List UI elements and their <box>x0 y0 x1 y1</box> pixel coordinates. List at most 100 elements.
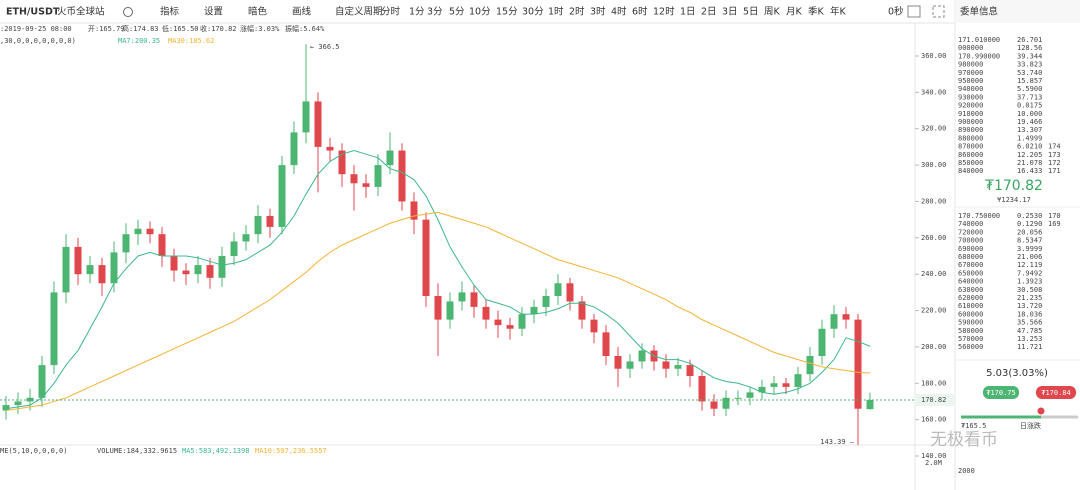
order-cell: 640000 <box>958 278 983 286</box>
icon[interactable] <box>123 7 133 17</box>
candle-body <box>230 241 238 256</box>
order-cell: 860000 <box>958 151 983 159</box>
exchange[interactable]: 火币全球站 <box>57 6 105 18</box>
info-high: 高:174.83 <box>122 24 159 33</box>
order-cell: 37.713 <box>1017 93 1042 101</box>
period[interactable]: 3日 <box>722 7 738 18</box>
order-cell: 0.2530 <box>1017 212 1042 220</box>
order-cell: 35.566 <box>1017 319 1042 327</box>
period[interactable]: 2时 <box>569 6 585 18</box>
order-cell: 1.4999 <box>1017 134 1042 142</box>
candle-body <box>458 292 466 302</box>
period[interactable]: 1日 <box>680 7 696 18</box>
candle-body <box>494 319 502 326</box>
order-cell: 930000 <box>958 93 983 101</box>
order-cell: 590000 <box>958 319 983 327</box>
last-price-tag <box>916 393 954 406</box>
volume-value: VOLUME:184,332.9615 <box>97 447 177 455</box>
candle-body <box>578 301 586 320</box>
period[interactable]: 30分 <box>522 7 544 18</box>
order-cell: 920000 <box>958 102 983 110</box>
candle-body <box>590 319 598 333</box>
candle-body <box>326 146 334 151</box>
day-low: ₮165.5 <box>961 422 986 430</box>
candle-body <box>470 292 478 307</box>
period[interactable]: 1分 <box>409 7 425 18</box>
cny-price: ¥1234.17 <box>997 196 1031 204</box>
period[interactable]: 季K <box>808 6 825 18</box>
order-cell: 169 <box>1048 220 1061 228</box>
candle-body <box>194 265 202 275</box>
order-cell: 890000 <box>958 126 983 134</box>
pair[interactable]: ETH/USDT <box>6 7 60 18</box>
period[interactable]: 5分 <box>449 7 465 18</box>
period[interactable]: 12时 <box>653 6 675 18</box>
annotation: 143.39 — <box>820 438 855 446</box>
order-cell: 600000 <box>958 310 983 318</box>
last-price: ₮170.82 <box>985 178 1043 194</box>
period[interactable]: 3时 <box>590 6 606 18</box>
candle-body <box>638 350 646 362</box>
tool[interactable]: 指标 <box>160 6 180 18</box>
period[interactable]: 月K <box>786 7 803 18</box>
candle-body <box>842 314 850 320</box>
order-cell: 20.056 <box>1017 228 1042 236</box>
order-cell: 170 <box>1048 212 1061 220</box>
candle-body <box>518 314 526 329</box>
last-price-label: 170.82 <box>921 396 946 404</box>
annotation: ← 366.5 <box>310 43 340 51</box>
slider-knob[interactable] <box>1037 407 1045 415</box>
sell-button[interactable] <box>1036 386 1076 399</box>
period[interactable]: 10分 <box>469 7 491 18</box>
candle-body <box>710 401 718 409</box>
period[interactable]: 1时 <box>548 6 564 18</box>
ma-line <box>5 150 871 410</box>
order-cell: 700000 <box>958 237 983 245</box>
tool[interactable]: 自定义周期 <box>335 6 383 18</box>
order-cell: 21.235 <box>1017 294 1042 302</box>
y-tick-label: 240.00 <box>921 270 946 278</box>
order-cell: 720000 <box>958 228 983 236</box>
candle-body <box>74 246 82 275</box>
order-cell: 10.000 <box>1017 110 1042 118</box>
screenshot-icon[interactable] <box>907 5 921 18</box>
info-amplitude: 振幅:5.64% <box>285 24 325 33</box>
order-cell: 680000 <box>958 253 983 261</box>
period[interactable]: 2日 <box>701 7 717 18</box>
period[interactable]: 15分 <box>496 7 518 18</box>
order-cell: 940000 <box>958 85 983 93</box>
candle-body <box>314 101 322 147</box>
order-cell: 171.010000 <box>958 36 1000 44</box>
period[interactable]: 5日 <box>743 7 759 18</box>
candle-body <box>866 399 874 410</box>
candle-body <box>170 256 178 271</box>
order-cell: 740000 <box>958 220 983 228</box>
volume-params: ME(5,10,0,0,0,0) <box>0 447 67 455</box>
candle-body <box>794 374 802 387</box>
candle-body <box>446 301 454 320</box>
tool[interactable]: 暗色 <box>248 6 268 18</box>
candle-body <box>302 101 310 133</box>
candle-body <box>770 383 778 387</box>
tool[interactable]: 画线 <box>292 6 312 18</box>
order-cell: 900000 <box>958 118 983 126</box>
timer: 0秒 <box>888 6 904 18</box>
tool[interactable]: 设置 <box>204 7 223 18</box>
buy-button[interactable] <box>983 386 1019 399</box>
buy-price[interactable]: ₮170.75 <box>986 389 1016 397</box>
sell-price[interactable]: ₮170.84 <box>1041 389 1071 397</box>
period[interactable]: 6时 <box>632 6 648 18</box>
period[interactable]: 周K <box>764 7 781 18</box>
candle-body <box>434 296 442 320</box>
candle-body <box>542 296 550 307</box>
info-close: 收:170.82 <box>200 24 237 33</box>
period[interactable]: 分时 <box>381 6 401 18</box>
period[interactable]: 年K <box>830 6 847 18</box>
order-cell: 12.205 <box>1017 151 1042 159</box>
order-cell: 47.785 <box>1017 327 1042 335</box>
fullscreen-icon[interactable] <box>932 5 945 18</box>
order-cell: 30.508 <box>1017 286 1042 294</box>
change: 5.03(3.03%) <box>986 368 1048 379</box>
period[interactable]: 4时 <box>611 6 627 18</box>
period[interactable]: 3分 <box>427 7 443 18</box>
